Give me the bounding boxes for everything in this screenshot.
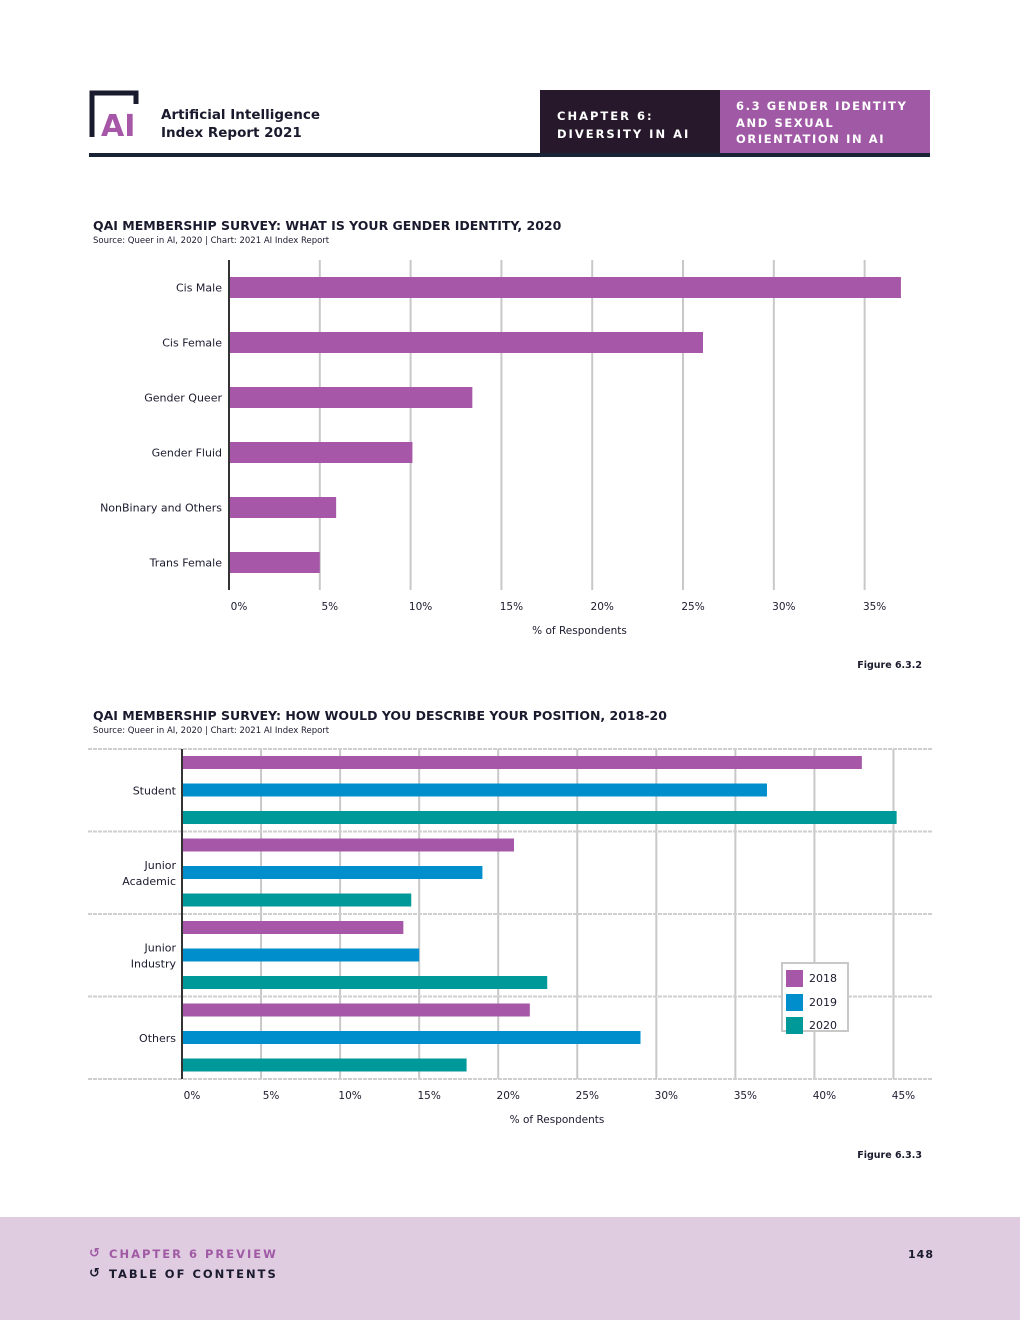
legend-label-2018: 2018 — [809, 972, 837, 986]
chart1-title: QAI MEMBERSHIP SURVEY: WHAT IS YOUR GEND… — [93, 218, 562, 233]
x-tick-label: 30% — [655, 1090, 678, 1102]
legend-label-2019: 2019 — [809, 995, 837, 1009]
report-title-line1: Artificial Intelligence — [161, 107, 320, 123]
x-axis-title: % of Respondents — [510, 1114, 605, 1126]
chart2-title: QAI MEMBERSHIP SURVEY: HOW WOULD YOU DES… — [93, 708, 667, 723]
bar — [229, 552, 320, 573]
x-tick-label: 30% — [772, 601, 795, 613]
legend-item-2018: 2018 — [786, 967, 847, 991]
return-arrow-icon: ↺ — [89, 1246, 100, 1261]
legend-swatch-2020 — [786, 1017, 803, 1035]
x-tick-label: 40% — [813, 1090, 836, 1102]
legend-item-2020: 2020 — [786, 1014, 847, 1038]
x-tick-label: 10% — [409, 601, 432, 613]
category-label: NonBinary and Others — [100, 502, 222, 515]
bar — [229, 332, 703, 353]
position-chart: 0% 5% 10% 15% 20% 25% 30% 35% 40% 45% Student Junio… — [88, 748, 933, 1126]
bar-2020 — [182, 811, 897, 824]
x-tick-label: 45% — [892, 1090, 915, 1102]
return-arrow-icon: ↺ — [89, 1266, 100, 1281]
bar-2018 — [182, 1003, 530, 1017]
section-line3: ORIENTATION IN AI — [736, 132, 886, 146]
bar-2019 — [182, 948, 420, 962]
category-label: Gender Queer — [144, 392, 222, 405]
bar-2019 — [182, 783, 767, 797]
bar-2019 — [182, 1031, 641, 1044]
report-title-line2: Index Report 2021 — [161, 125, 302, 141]
x-axis-title: % of Respondents — [532, 625, 627, 637]
bar — [229, 442, 413, 463]
header-divider — [89, 153, 930, 157]
x-tick-label: 15% — [500, 601, 523, 613]
section-tab[interactable]: 6.3 GENDER IDENTITY AND SEXUAL ORIENTATI… — [720, 90, 930, 153]
gender-identity-chart: 0% 5% 10% 15% 20% 25% 30% 35% Cis Male Cis Female… — [100, 260, 901, 637]
x-tick-label: 0% — [184, 1090, 201, 1102]
figure2-label: Figure 6.3.3 — [857, 1150, 922, 1161]
x-tick-label: 35% — [734, 1090, 757, 1102]
legend-label-2020: 2020 — [809, 1019, 837, 1033]
bar-2018 — [182, 921, 404, 934]
section-line2: AND SEXUAL — [736, 115, 835, 130]
bar-2018 — [182, 838, 515, 852]
legend-swatch-2019 — [786, 993, 803, 1011]
table-of-contents-label: TABLE OF CONTENTS — [109, 1266, 278, 1281]
table-of-contents-link[interactable]: ↺ TABLE OF CONTENTS — [89, 1266, 278, 1281]
chapter-preview-link[interactable]: ↺ CHAPTER 6 PREVIEW — [89, 1246, 278, 1261]
bar — [229, 387, 473, 408]
category-label: Cis Male — [176, 282, 222, 295]
category-label: Trans Female — [149, 557, 223, 570]
x-tick-label: 5% — [263, 1090, 280, 1102]
x-tick-label: 5% — [321, 601, 338, 613]
category-label: Student — [133, 784, 177, 797]
x-tick-label: 0% — [231, 601, 248, 613]
category-label: Academic — [122, 875, 176, 888]
x-tick-label: 10% — [338, 1090, 361, 1102]
chapter-line1: CHAPTER 6: — [557, 109, 654, 123]
bar-2019 — [182, 866, 483, 879]
category-label: Cis Female — [162, 337, 222, 350]
bar-2020 — [182, 893, 412, 907]
bar-2018 — [182, 756, 862, 769]
chart2-source: Source: Queer in AI, 2020 | Chart: 2021 … — [93, 726, 330, 736]
chapter-tab[interactable]: CHAPTER 6: DIVERSITY IN AI — [540, 90, 720, 153]
legend-swatch-2018 — [786, 970, 803, 988]
report-title: Artificial Intelligence Index Report 202… — [161, 106, 320, 142]
chart2-legend: 2018 2019 2020 — [781, 962, 849, 1035]
logo-text: AI — [101, 109, 135, 140]
category-label: Junior — [144, 941, 177, 954]
category-label: Junior — [144, 859, 177, 872]
category-label: Others — [139, 1032, 176, 1045]
legend-item-2019: 2019 — [786, 991, 847, 1015]
x-tick-label: 20% — [591, 601, 614, 613]
x-tick-label: 35% — [863, 601, 886, 613]
bar — [229, 497, 337, 518]
chart1-source: Source: Queer in AI, 2020 | Chart: 2021 … — [93, 236, 330, 246]
chapter-line2: DIVERSITY IN AI — [557, 127, 691, 141]
bar-2020 — [182, 976, 548, 989]
bar — [229, 277, 901, 298]
figure1-label: Figure 6.3.2 — [857, 660, 922, 671]
page-footer — [0, 1217, 1020, 1320]
x-tick-label: 25% — [681, 601, 704, 613]
ai-index-logo: AI — [89, 90, 145, 144]
bar-2020 — [182, 1058, 467, 1072]
x-tick-label: 25% — [576, 1090, 599, 1102]
chapter-preview-label: CHAPTER 6 PREVIEW — [109, 1246, 278, 1261]
section-line1: 6.3 GENDER IDENTITY — [736, 99, 908, 113]
x-tick-label: 15% — [417, 1090, 440, 1102]
x-tick-label: 20% — [497, 1090, 520, 1102]
category-label: Industry — [131, 957, 177, 970]
category-label: Gender Fluid — [152, 447, 222, 460]
page-number: 148 — [908, 1248, 934, 1261]
